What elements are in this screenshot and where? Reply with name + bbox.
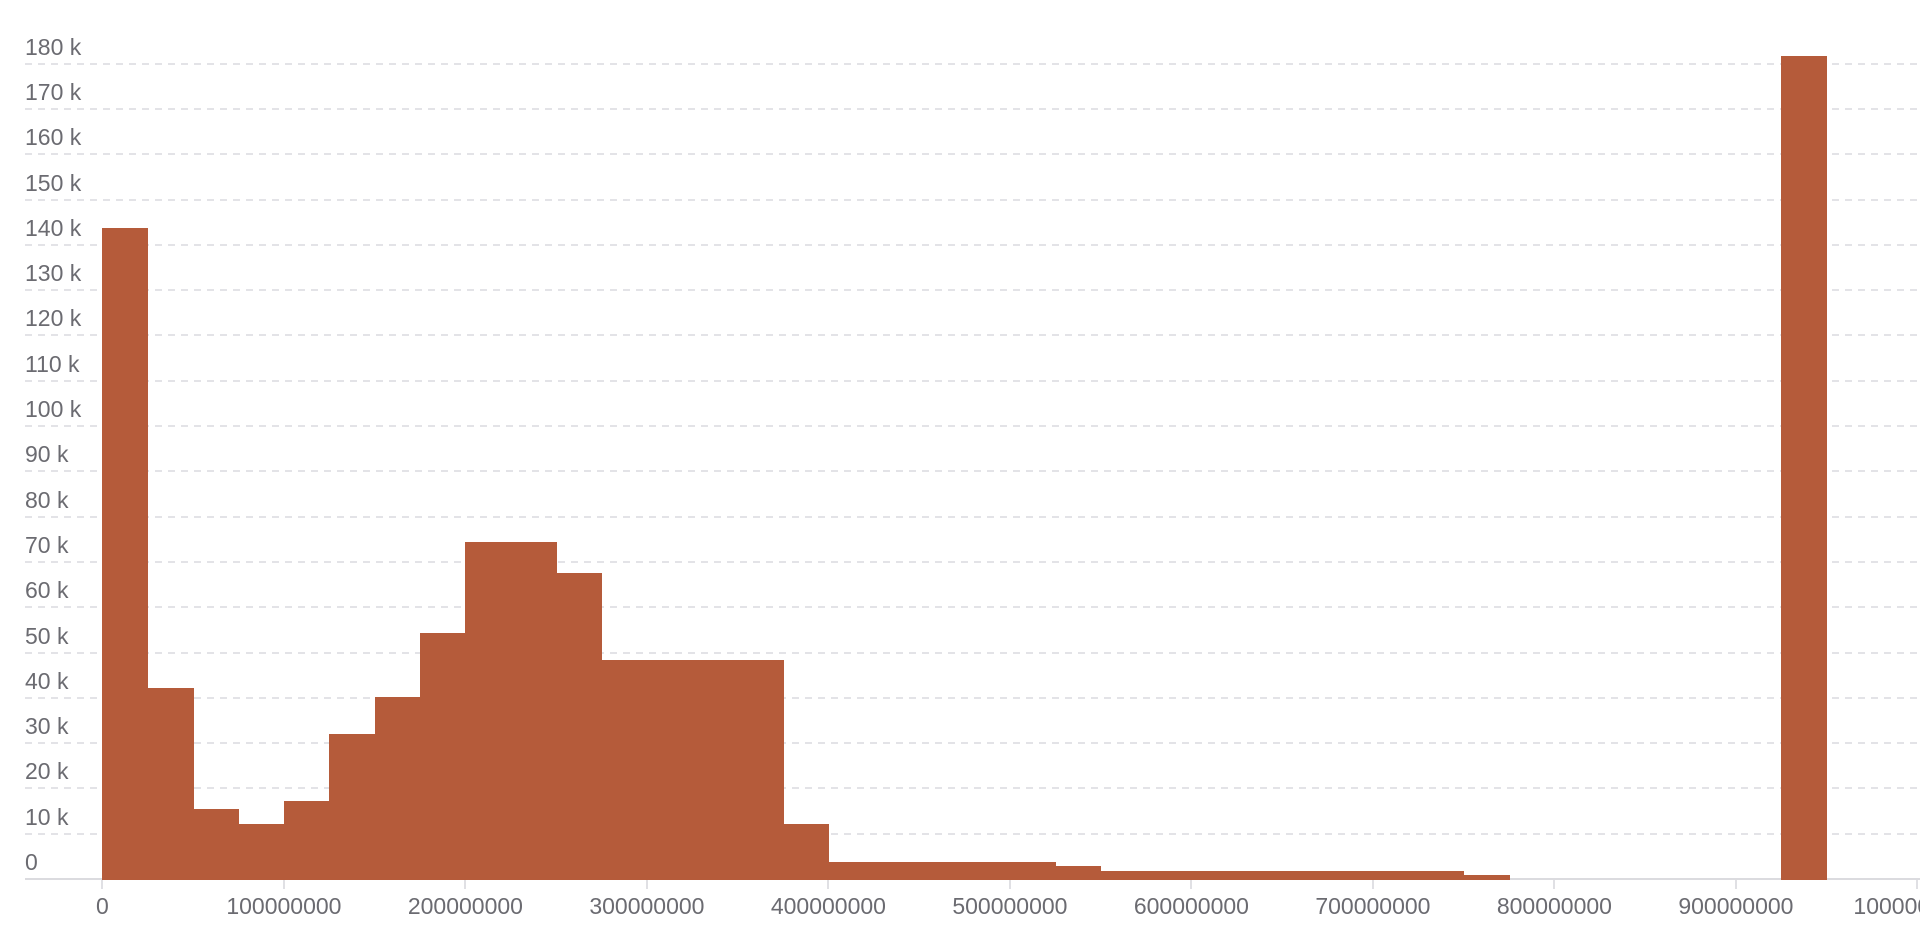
x-axis-tick-mark [1916, 880, 1919, 889]
y-gridline [25, 696, 1920, 699]
y-axis-tick-label: 50 k [25, 622, 69, 649]
histogram-bar[interactable] [601, 660, 648, 880]
y-axis-tick-label: 0 [25, 849, 38, 875]
histogram-bar[interactable] [646, 660, 693, 880]
histogram-bar[interactable] [102, 228, 149, 880]
histogram-bar[interactable] [737, 660, 784, 880]
y-axis-tick-label: 130 k [25, 260, 82, 287]
histogram-bar[interactable] [510, 542, 557, 880]
histogram-bar[interactable] [193, 809, 240, 880]
x-axis-tick-label: 700000000 [1315, 893, 1431, 919]
histogram-bar[interactable] [329, 734, 376, 880]
histogram-bar[interactable] [692, 660, 739, 880]
x-axis-tick-label: 600000000 [1133, 893, 1249, 919]
histogram-bar[interactable] [1009, 862, 1056, 880]
x-axis-tick-mark [101, 880, 104, 889]
x-axis-tick-label: 900000000 [1678, 893, 1794, 919]
histogram-bar[interactable] [1191, 870, 1238, 880]
y-axis-tick-label: 20 k [25, 758, 69, 785]
y-axis-tick-label: 180 k [25, 33, 82, 60]
x-axis-tick-label: 500000000 [952, 893, 1068, 919]
y-axis-tick-label: 30 k [25, 713, 69, 740]
histogram-bar[interactable] [465, 542, 512, 880]
y-gridline [25, 560, 1920, 563]
y-gridline [25, 62, 1920, 65]
y-gridline [25, 651, 1920, 654]
histogram-bar[interactable] [1418, 870, 1465, 880]
histogram-bar[interactable] [1100, 870, 1147, 880]
y-gridline [25, 742, 1920, 745]
y-gridline [25, 379, 1920, 382]
y-gridline [25, 243, 1920, 246]
y-gridline [25, 606, 1920, 609]
y-axis-tick-label: 60 k [25, 577, 69, 604]
x-axis-tick-label: 200000000 [407, 893, 523, 919]
histogram-bar[interactable] [1781, 56, 1828, 880]
y-axis-tick-label: 40 k [25, 667, 69, 694]
y-gridline [25, 470, 1920, 473]
x-axis-tick-label: 400000000 [770, 893, 886, 919]
x-axis-tick-mark [827, 880, 830, 889]
histogram-bar[interactable] [1327, 870, 1374, 880]
histogram-bar[interactable] [1146, 870, 1192, 880]
y-axis-tick-label: 140 k [25, 214, 82, 241]
x-axis-tick-mark [645, 880, 648, 889]
histogram-bar[interactable] [1055, 865, 1102, 880]
histogram-bar[interactable] [420, 633, 466, 880]
y-axis-tick-label: 110 k [25, 350, 80, 377]
histogram-bar[interactable] [919, 862, 966, 880]
histogram-bar[interactable] [1236, 870, 1283, 880]
y-gridline [25, 832, 1920, 835]
x-axis-tick-mark [1553, 880, 1556, 889]
x-axis-tick-label: 100000000 [226, 893, 342, 919]
histogram-bar[interactable] [238, 824, 285, 880]
x-axis-tick-mark [282, 880, 285, 889]
histogram-bar[interactable] [147, 687, 194, 880]
y-axis-tick-label: 150 k [25, 169, 82, 196]
x-axis-tick-label: 800000000 [1496, 893, 1612, 919]
y-axis-tick-label: 80 k [25, 486, 69, 513]
histogram-bar[interactable] [556, 573, 603, 880]
y-axis-tick-label: 10 k [25, 803, 69, 830]
y-axis-tick-label: 90 k [25, 441, 69, 468]
histogram-bar[interactable] [783, 824, 829, 880]
x-axis-tick-mark [1190, 880, 1193, 889]
histogram-bar[interactable] [964, 862, 1011, 880]
histogram-bar[interactable] [1463, 874, 1510, 880]
y-gridline [25, 289, 1920, 292]
histogram-bar[interactable] [828, 862, 875, 880]
y-gridline [25, 153, 1920, 156]
x-axis-tick-mark [1008, 880, 1011, 889]
y-gridline [25, 425, 1920, 427]
x-axis-tick-mark [1734, 880, 1737, 889]
y-axis-tick-label: 160 k [25, 124, 82, 151]
y-axis-tick-label: 70 k [25, 531, 69, 558]
histogram-bar[interactable] [374, 696, 421, 880]
x-axis-tick-label: 1000000000 [1853, 893, 1920, 919]
y-axis-tick-label: 170 k [25, 78, 82, 105]
x-axis-tick-mark [464, 880, 467, 889]
y-axis-tick-label: 100 k [25, 396, 82, 422]
y-gridline [25, 787, 1920, 790]
y-axis-tick-label: 120 k [25, 305, 82, 332]
histogram-bar[interactable] [873, 862, 920, 880]
x-axis-tick-mark [1371, 880, 1374, 889]
x-axis-tick-label: 0 [95, 893, 109, 919]
y-gridline [25, 334, 1920, 337]
histogram-bar[interactable] [1282, 870, 1329, 880]
x-axis-tick-label: 300000000 [589, 893, 705, 919]
y-gridline [25, 515, 1920, 518]
y-gridline [25, 198, 1920, 201]
histogram-bar[interactable] [1372, 870, 1419, 880]
y-gridline [25, 107, 1920, 110]
histogram-bar[interactable] [283, 801, 330, 880]
